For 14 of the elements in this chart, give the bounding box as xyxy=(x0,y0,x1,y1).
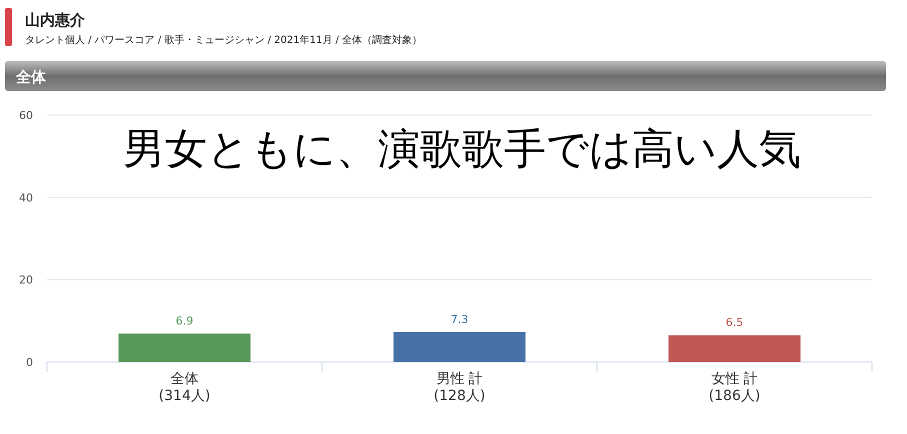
y-tick-label: 60 xyxy=(19,109,33,122)
x-tick-label: 全体 (314人) xyxy=(158,371,210,404)
chart-title: 山内惠介 xyxy=(25,11,86,29)
data-label: 6.5 xyxy=(726,316,744,330)
data-label: 6.9 xyxy=(176,314,194,328)
y-tick-label: 40 xyxy=(19,191,33,204)
chart-subtitle: タレント個人 / パワースコア / 歌手・ミュージシャン / 2021年11月 / 全体（調査対象） xyxy=(25,34,422,46)
y-tick-label: 0 xyxy=(26,356,33,369)
x-tick-label: 男性 計 (128人) xyxy=(434,371,486,404)
text: 全体 xyxy=(15,68,47,86)
data-label: 7.3 xyxy=(450,312,468,326)
x-tick-label: 女性 計 (186人) xyxy=(708,371,760,404)
annotation: 男女ともに、演歌歌手では高い人気 xyxy=(123,124,801,173)
y-tick-label: 20 xyxy=(19,274,33,287)
